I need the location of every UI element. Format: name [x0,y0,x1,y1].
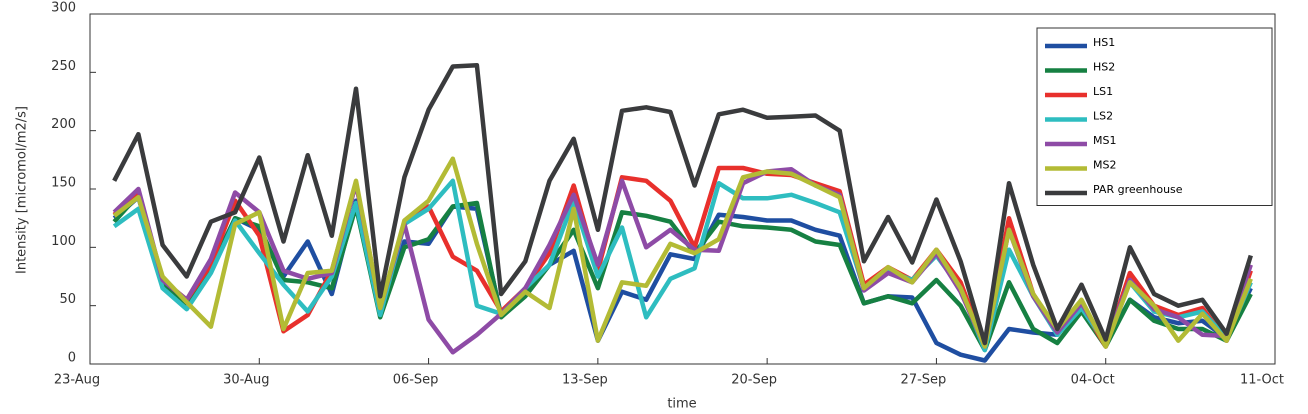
legend-label: PAR greenhouse [1093,183,1183,196]
y-tick-label: 50 [59,292,76,307]
legend-box [1036,27,1273,206]
x-axis-label: time [667,397,696,412]
legend-label: HS2 [1093,61,1115,74]
legend-label: HS1 [1093,36,1115,49]
legend: HS1 HS2 LS1 LS2 MS1 MS2 PAR greenhouse [1036,27,1273,206]
x-tick-label: 20-Sep [731,373,777,388]
y-tick-label: 200 [51,117,76,132]
legend-label: MS1 [1093,134,1116,147]
x-tick-label: 27-Sep [901,373,947,388]
legend-label: LS1 [1093,85,1113,98]
y-tick-label: 0 [68,351,76,366]
x-tick-label: 04-Oct [1071,373,1115,388]
series-line [112,63,1253,346]
x-tick-label: 30-Aug [223,373,269,388]
y-tick-label: 300 [51,1,76,16]
x-tick-label: 11-Oct [1240,373,1284,388]
y-tick-label: 250 [51,59,76,74]
legend-label: MS2 [1093,159,1116,172]
x-tick-label: 13-Sep [562,373,608,388]
y-tick-label: 100 [51,234,76,249]
y-axis-label: Intensity [micromol/m2/s] [15,106,30,274]
x-tick-label: 06-Sep [393,373,439,388]
x-tick-label: 23-Aug [54,373,100,388]
y-tick-label: 150 [51,176,76,191]
legend-label: LS2 [1093,110,1113,123]
